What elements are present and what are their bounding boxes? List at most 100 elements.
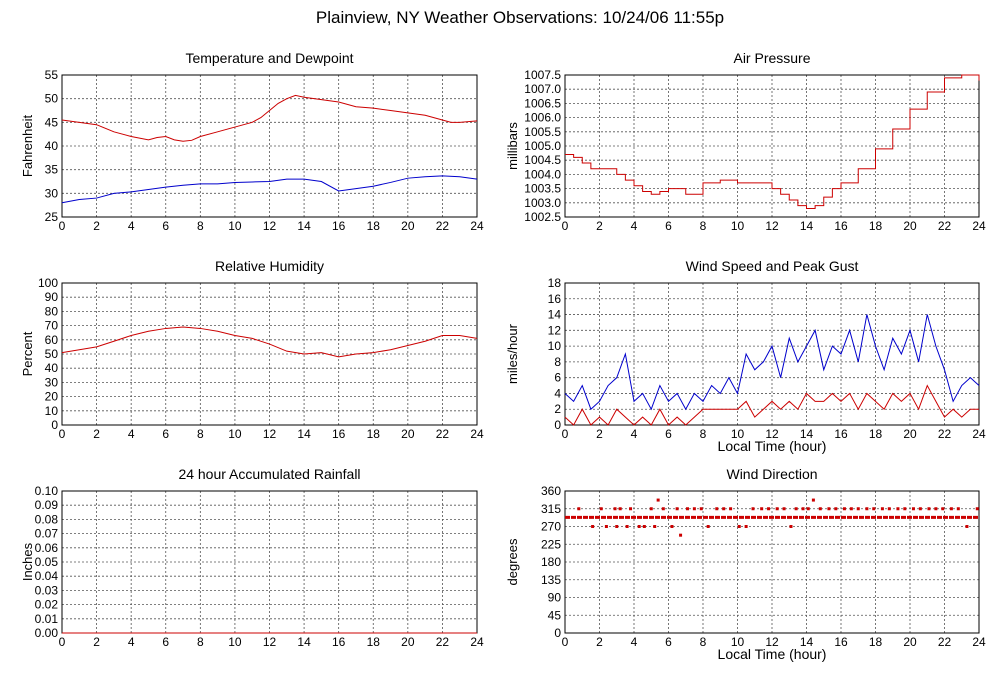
plot-frame [564,74,980,218]
y-tick-label: 0.09 [35,498,59,512]
x-tick-label: 6 [665,427,672,441]
data-point [649,507,653,511]
x-tick-label: 10 [228,427,242,441]
chart-panel-4: 0 2 4 6 8 10 12 14 16 18 20 22 24024681012141618Wind… [505,258,986,454]
y-tick-label: 0.02 [35,598,59,612]
x-tick-label: 24 [470,219,484,233]
series-line-1 [61,94,478,142]
series-line-1 [61,326,478,358]
x-tick-label: 22 [938,635,952,649]
chart-panel-2: 0 2 4 6 8 10 12 14 16 18 20 22 241002.51003.01003.51… [505,50,986,233]
x-tick-label: 10 [731,427,745,441]
data-point [729,507,733,511]
y-axis-label: Inches [20,542,35,581]
y-tick-label: 135 [541,573,561,587]
data-point [737,525,741,528]
y-tick-label: 1007.0 [524,82,561,96]
y-tick-label: 0 [554,418,561,432]
x-tick-label: 12 [765,635,779,649]
data-point [661,507,665,511]
data-point [629,507,633,511]
data-point [642,525,646,528]
x-tick-label: 4 [631,635,638,649]
y-tick-label: 0 [51,418,58,432]
y-tick-label: 0.10 [35,484,59,498]
chart-title: Air Pressure [733,50,810,66]
x-tick-label: 8 [197,219,204,233]
x-tick-label: 14 [800,219,814,233]
y-tick-label: 225 [541,537,561,551]
y-tick-label: 50 [45,92,59,106]
x-tick-label: 10 [228,635,242,649]
series-line-1 [565,74,980,209]
y-axis-label: degrees [505,538,520,585]
data-point [896,507,900,511]
y-tick-label: 180 [541,555,561,569]
y-tick-label: 40 [45,139,59,153]
y-tick-label: 315 [541,502,561,516]
chart-panel-6: 0 2 4 6 8 10 12 14 16 18 20 22 240459013518022527031… [505,466,986,662]
x-tick-label: 12 [765,427,779,441]
x-tick-label: 20 [401,635,415,649]
x-tick-label: 6 [162,427,169,441]
y-tick-label: 70 [45,319,59,333]
data-point [775,507,779,511]
x-tick-label: 0 [562,219,569,233]
y-tick-label: 0.08 [35,512,59,526]
x-tick-label: 20 [903,427,917,441]
x-tick-label: 10 [731,635,745,649]
y-tick-label: 60 [45,333,59,347]
data-point [849,507,853,511]
data-point [675,507,679,511]
data-point [806,507,810,511]
y-tick-label: 1004.5 [524,153,561,167]
x-tick-label: 8 [197,427,204,441]
x-tick-label: 12 [765,219,779,233]
x-tick-label: 6 [162,219,169,233]
data-point [679,533,683,537]
x-tick-label: 10 [228,219,242,233]
data-point [760,507,764,511]
y-tick-label: 1002.5 [524,210,561,224]
y-tick-label: 50 [45,347,59,361]
x-tick-label: 10 [731,219,745,233]
data-point [692,507,696,511]
x-tick-label: 0 [59,427,66,441]
data-point [656,498,660,502]
x-tick-label: 0 [59,219,66,233]
data-point [949,507,953,511]
data-point [722,507,726,511]
x-tick-label: 8 [197,635,204,649]
data-point [903,507,907,511]
data-point [599,507,603,511]
y-tick-label: 1003.0 [524,196,561,210]
y-tick-label: 20 [45,390,59,404]
data-point [927,507,931,511]
x-tick-label: 16 [834,219,848,233]
x-tick-label: 18 [869,635,883,649]
x-tick-label: 8 [700,427,707,441]
x-tick-label: 0 [59,635,66,649]
x-tick-label: 4 [128,219,135,233]
x-tick-label: 4 [631,427,638,441]
y-tick-label: 1005.0 [524,139,561,153]
data-point [604,525,608,528]
y-axis-label: millibars [505,122,520,170]
y-tick-label: 1007.5 [524,68,561,82]
x-tick-label: 14 [800,635,814,649]
x-tick-label: 4 [128,635,135,649]
data-point [801,507,805,511]
data-point [956,507,960,511]
x-tick-label: 18 [367,635,381,649]
y-tick-label: 35 [45,163,59,177]
x-tick-label: 2 [93,427,100,441]
data-point [965,525,969,528]
y-tick-label: 10 [45,404,59,418]
data-point [887,507,891,511]
x-tick-label: 0 [562,635,569,649]
x-tick-label: 22 [436,635,450,649]
y-axis-label: Fahrenheit [20,115,35,178]
y-tick-label: 40 [45,361,59,375]
y-tick-label: 45 [548,608,562,622]
